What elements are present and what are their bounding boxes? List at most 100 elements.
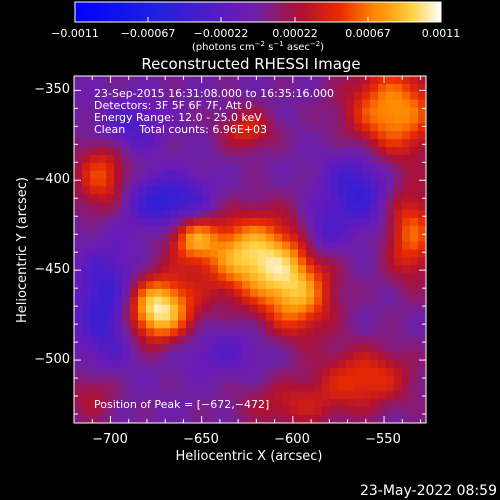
heatmap-cell	[418, 407, 427, 416]
heatmap-cell	[226, 83, 235, 93]
heatmap-cell	[386, 359, 395, 369]
heatmap-cell	[234, 281, 243, 290]
heatmap-cell	[242, 288, 251, 298]
heatmap-cell	[90, 83, 99, 93]
heatmap-cell	[282, 99, 291, 108]
heatmap-cell	[346, 328, 355, 337]
heatmap-cell	[82, 146, 91, 156]
colorbar-units-main: (photons cm	[192, 42, 255, 53]
heatmap-cell	[114, 336, 123, 345]
heatmap-cell	[314, 241, 323, 250]
heatmap-cell	[74, 281, 83, 290]
heatmap-cell	[98, 344, 107, 353]
heatmap-cell	[186, 194, 195, 203]
heatmap-cell	[218, 186, 227, 195]
heatmap-cell	[330, 359, 339, 369]
heatmap-cell	[242, 336, 251, 345]
heatmap-cell	[138, 194, 147, 203]
heatmap-cell	[146, 399, 155, 408]
heatmap-cell	[386, 383, 395, 392]
heatmap-cell	[98, 217, 107, 227]
heatmap-cell	[330, 115, 339, 124]
heatmap-cell	[338, 115, 347, 124]
heatmap-cell	[82, 296, 91, 306]
heatmap-cell	[338, 407, 347, 416]
heatmap-cell	[226, 399, 235, 408]
heatmap-cell	[314, 210, 323, 219]
heatmap-cell	[354, 83, 363, 93]
heatmap-cell	[410, 139, 419, 148]
heatmap-cell	[130, 352, 139, 361]
heatmap-cell	[370, 139, 379, 148]
heatmap-cell	[98, 241, 107, 250]
heatmap-cell	[418, 249, 427, 258]
heatmap-cell	[74, 336, 83, 345]
heatmap-cell	[114, 352, 123, 361]
heatmap-cell	[226, 194, 235, 203]
heatmap-cell	[162, 233, 171, 243]
heatmap-cell	[210, 76, 219, 85]
heatmap-cell	[322, 304, 331, 313]
heatmap-cell	[370, 91, 379, 101]
heatmap-cell	[418, 233, 427, 243]
heatmap-cell	[146, 162, 155, 172]
heatmap-cell	[250, 367, 259, 377]
heatmap-cell	[242, 139, 251, 148]
heatmap-cell	[202, 186, 211, 195]
heatmap-cell	[98, 210, 107, 219]
heatmap-cell	[410, 320, 419, 329]
heatmap-cell	[218, 407, 227, 416]
heatmap-cell	[194, 178, 203, 187]
heatmap-cell	[370, 76, 379, 85]
heatmap-cell	[410, 281, 419, 290]
heatmap-cell	[402, 249, 411, 258]
heatmap-cell	[90, 359, 99, 369]
heatmap-cell	[410, 131, 419, 140]
heatmap-cell	[138, 186, 147, 195]
heatmap-cell	[82, 344, 91, 353]
heatmap-cell	[234, 170, 243, 179]
heatmap-cell	[314, 225, 323, 235]
heatmap-cell	[162, 359, 171, 369]
heatmap-cell	[330, 91, 339, 101]
heatmap-cell	[218, 383, 227, 392]
heatmap-cell	[402, 170, 411, 179]
heatmap-cell	[266, 383, 275, 392]
heatmap-cell	[146, 359, 155, 369]
heatmap-cell	[226, 304, 235, 313]
heatmap-cell	[274, 154, 283, 164]
heatmap-cell	[114, 131, 123, 140]
heatmap-cell	[98, 391, 107, 400]
heatmap-cell	[186, 170, 195, 179]
heatmap-cell	[410, 107, 419, 116]
heatmap-cell	[330, 170, 339, 179]
heatmap-cell	[178, 336, 187, 345]
heatmap-cell	[82, 202, 91, 211]
heatmap-cell	[130, 359, 139, 369]
heatmap-cell	[74, 320, 83, 329]
heatmap-cell	[226, 359, 235, 369]
heatmap-cell	[162, 99, 171, 108]
heatmap-cell	[330, 257, 339, 266]
heatmap-cell	[418, 217, 427, 227]
heatmap-cell	[258, 296, 267, 306]
heatmap-cell	[250, 328, 259, 337]
heatmap-cell	[106, 194, 115, 203]
heatmap-cell	[338, 304, 347, 313]
heatmap-cell	[90, 194, 99, 203]
heatmap-cell	[194, 233, 203, 243]
heatmap-cell	[362, 210, 371, 219]
heatmap-cell	[82, 107, 91, 116]
heatmap-cell	[418, 257, 427, 266]
heatmap-cell	[378, 399, 387, 408]
heatmap-cell	[394, 154, 403, 164]
heatmap-cell	[322, 273, 331, 282]
heatmap-cell	[210, 162, 219, 172]
heatmap-cell	[162, 344, 171, 353]
heatmap-cell	[362, 249, 371, 258]
heatmap-cell	[354, 139, 363, 148]
heatmap-cell	[322, 344, 331, 353]
annotation-time-range: 23-Sep-2015 16:31:08.000 to 16:35:16.000	[94, 87, 334, 100]
heatmap-cell	[314, 154, 323, 164]
heatmap-cell	[258, 367, 267, 377]
